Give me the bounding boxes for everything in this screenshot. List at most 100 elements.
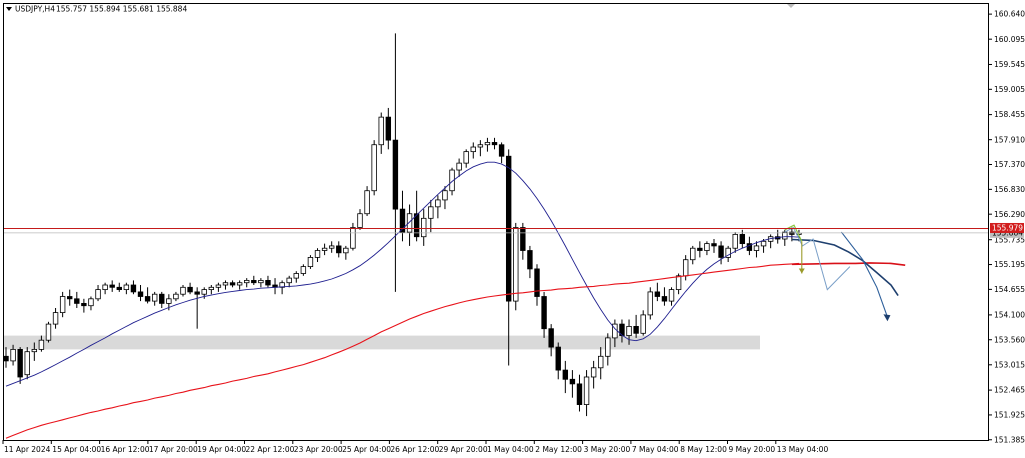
candle xyxy=(470,142,476,159)
candles xyxy=(3,33,802,417)
candle xyxy=(364,186,370,217)
candle-body xyxy=(215,284,222,288)
candle-body xyxy=(350,227,356,249)
candle-body xyxy=(520,227,526,251)
price-tick-label: 155.195 xyxy=(994,260,1025,269)
candle-body xyxy=(265,280,271,286)
candle-body xyxy=(222,282,229,286)
candle-body xyxy=(151,293,158,302)
candle-body xyxy=(144,296,151,302)
candle-body xyxy=(498,144,505,157)
candle xyxy=(3,347,9,368)
candle-body xyxy=(647,291,653,316)
candle-body xyxy=(180,286,186,295)
candle xyxy=(52,308,59,329)
candle-body xyxy=(244,280,250,284)
chart-header: USDJPY,H4 155.757 155.894 155.681 155.88… xyxy=(6,5,187,14)
candle-body xyxy=(534,268,540,297)
price-tick-label: 158.455 xyxy=(994,110,1025,119)
candle xyxy=(690,245,696,265)
resistance-price-tag xyxy=(990,222,1024,233)
candle-body xyxy=(31,348,38,353)
projected-blue-curve xyxy=(791,238,899,297)
time-tick-label: 17 Apr 20:00 xyxy=(149,445,198,454)
candle-body xyxy=(640,314,646,334)
candle xyxy=(81,298,87,313)
candle-body xyxy=(187,286,193,293)
candle-body xyxy=(159,293,165,304)
candle xyxy=(406,204,413,246)
candle-body xyxy=(576,383,583,405)
candle-body xyxy=(236,282,243,286)
candle-body xyxy=(413,213,420,238)
candle xyxy=(244,278,250,288)
candle xyxy=(484,137,491,152)
candle-body xyxy=(789,231,795,235)
candle-body xyxy=(109,284,115,288)
candle xyxy=(385,107,392,150)
candle-body xyxy=(286,277,292,284)
candle-body xyxy=(328,245,335,249)
candle xyxy=(711,239,717,253)
candle xyxy=(279,280,285,295)
candle-body xyxy=(470,146,476,153)
candle xyxy=(378,112,384,154)
candle-body xyxy=(449,169,455,192)
price-tick-label: 154.100 xyxy=(994,311,1025,320)
time-tick-label: 3 May 20:00 xyxy=(584,445,631,454)
candle-body xyxy=(67,296,73,300)
candle xyxy=(10,344,16,366)
candle xyxy=(590,360,597,389)
time-tick-label: 11 Apr 2024 xyxy=(4,445,51,454)
candle-body xyxy=(513,227,519,302)
candle-body xyxy=(541,296,547,330)
time-tick-label: 1 May 04:00 xyxy=(487,445,534,454)
time-axis: 11 Apr 2024 15 Apr 04:00 16 Apr 12:00 17 Ap… xyxy=(2,440,828,454)
candle-body xyxy=(463,151,469,164)
candle-body xyxy=(95,289,101,300)
candle xyxy=(442,186,448,210)
candle xyxy=(286,275,292,288)
ohlc-readout: 155.757 155.894 155.681 155.884 xyxy=(56,5,187,14)
olive-arrow-head-icon xyxy=(798,268,805,274)
candle-body xyxy=(166,298,172,304)
candle-body xyxy=(428,206,434,219)
candle xyxy=(31,342,38,361)
candle-body xyxy=(343,247,349,254)
candle xyxy=(314,248,321,263)
price-tick-label: 160.095 xyxy=(994,35,1025,44)
candle-body xyxy=(442,190,448,201)
candle-body xyxy=(782,231,788,240)
time-tick-label: 15 Apr 04:00 xyxy=(52,445,101,454)
dropdown-triangle-icon[interactable] xyxy=(6,7,12,11)
candle-body xyxy=(378,116,384,146)
candle-body xyxy=(406,213,413,233)
candle xyxy=(300,264,307,276)
price-tick-label: 159.545 xyxy=(994,60,1025,69)
candle xyxy=(583,370,590,417)
time-tick-label: 29 Apr 20:00 xyxy=(439,445,488,454)
candle xyxy=(229,280,236,288)
price-tick-label: 156.290 xyxy=(994,210,1025,219)
candle xyxy=(265,275,271,288)
time-tick-label: 7 May 04:00 xyxy=(632,445,679,454)
candle xyxy=(144,287,151,304)
candle xyxy=(569,370,576,398)
candle-body xyxy=(102,284,108,291)
candle xyxy=(760,239,767,253)
candle xyxy=(102,282,108,295)
price-tick-label: 159.005 xyxy=(994,85,1025,94)
candle xyxy=(17,347,23,384)
price-tick-label: 151.385 xyxy=(994,435,1025,444)
candle-body xyxy=(81,303,87,307)
candle-body xyxy=(137,291,144,297)
candle-body xyxy=(484,142,491,146)
candle xyxy=(640,310,646,336)
candle-body xyxy=(173,293,179,300)
candle xyxy=(491,137,498,150)
candle-body xyxy=(753,245,760,251)
candle-body xyxy=(300,266,307,274)
candle xyxy=(668,287,675,306)
